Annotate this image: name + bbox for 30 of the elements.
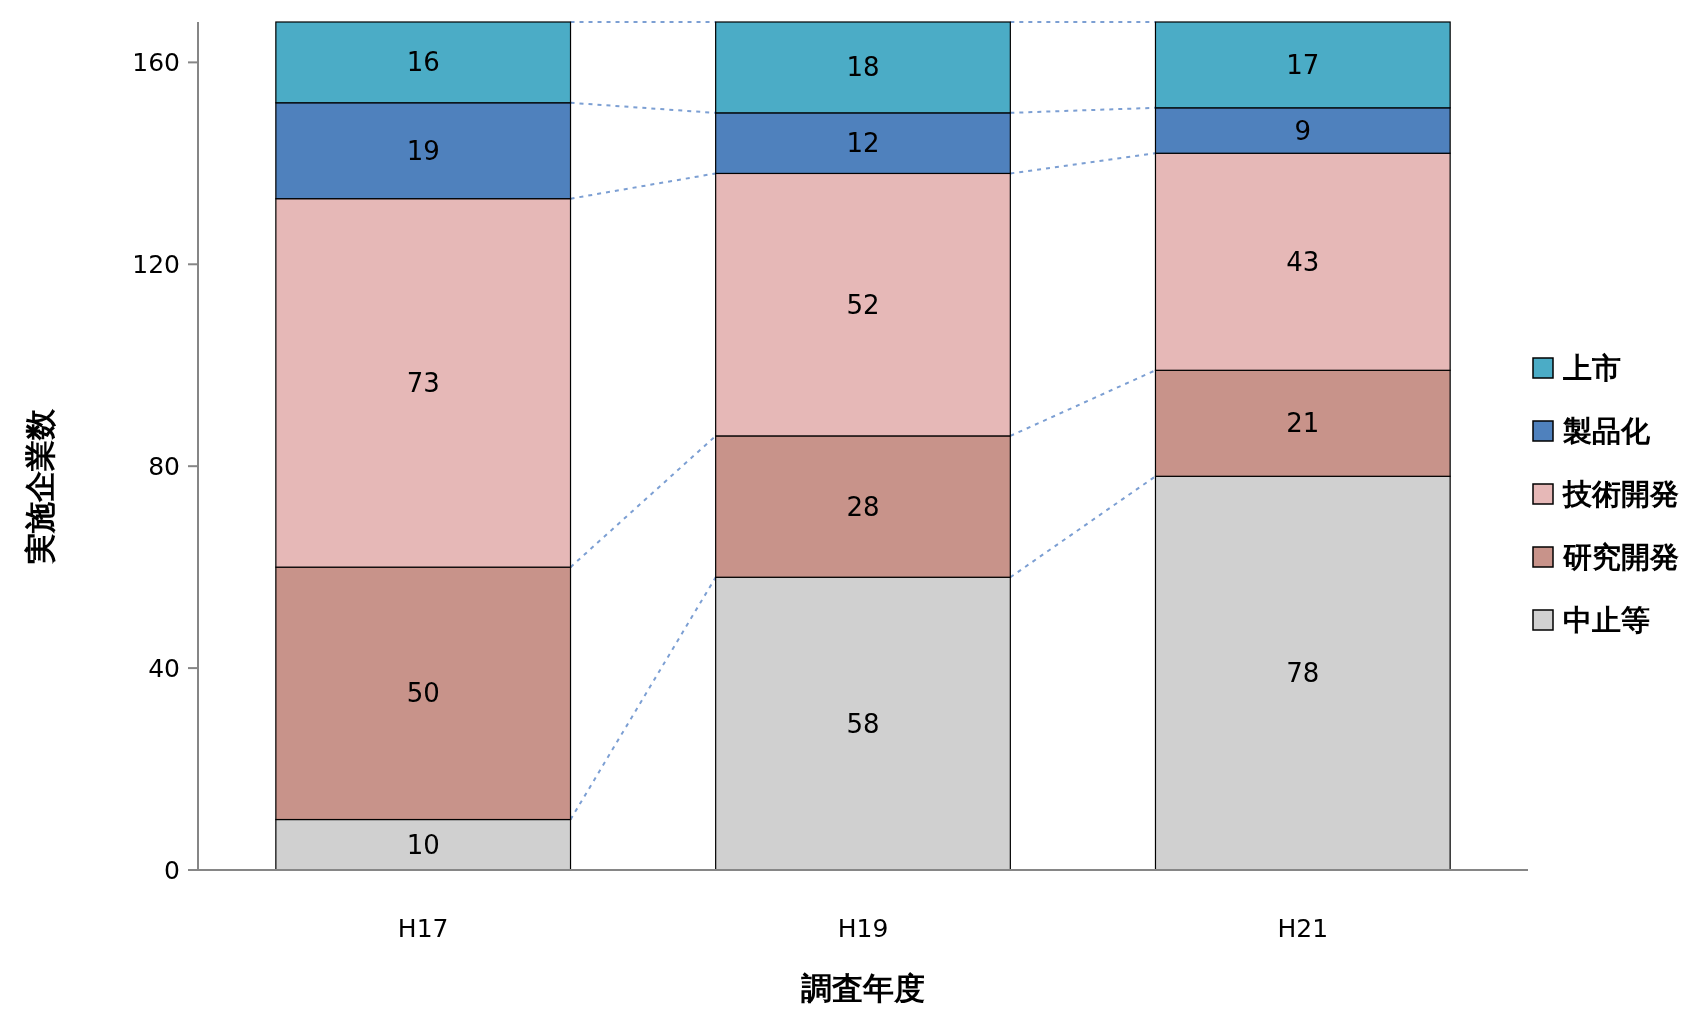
y-tick-label: 0	[164, 855, 180, 885]
y-tick-label: 120	[132, 249, 180, 279]
data-label: 18	[846, 52, 880, 83]
data-label: 78	[1286, 658, 1320, 689]
y-tick-label: 40	[148, 653, 180, 683]
data-label: 50	[406, 678, 440, 709]
data-label: 10	[406, 829, 440, 860]
data-label: 28	[846, 491, 880, 522]
data-label: 73	[406, 367, 440, 398]
x-axis-title: 調査年度	[801, 970, 925, 1006]
legend-label: 上市	[1562, 351, 1621, 385]
data-label: 19	[406, 135, 440, 166]
data-label: 43	[1286, 246, 1320, 277]
data-label: 16	[406, 47, 440, 78]
data-label: 58	[846, 708, 880, 739]
data-label: 12	[846, 128, 880, 159]
data-label: 9	[1294, 115, 1312, 146]
data-label: 17	[1286, 49, 1320, 80]
y-tick-label: 160	[132, 47, 180, 77]
legend-label: 中止等	[1563, 603, 1650, 637]
y-tick-label: 80	[148, 451, 180, 481]
y-axis-title: 実施企業数	[22, 407, 58, 565]
data-label: 52	[846, 289, 880, 320]
legend-label: 技術開発	[1562, 477, 1679, 511]
x-tick-label: H21	[1277, 913, 1329, 943]
data-label: 21	[1286, 408, 1320, 439]
legend-label: 研究開発	[1562, 540, 1679, 574]
x-tick-label: H17	[397, 913, 449, 943]
x-tick-label: H19	[837, 913, 889, 943]
legend-label: 製品化	[1562, 414, 1651, 448]
